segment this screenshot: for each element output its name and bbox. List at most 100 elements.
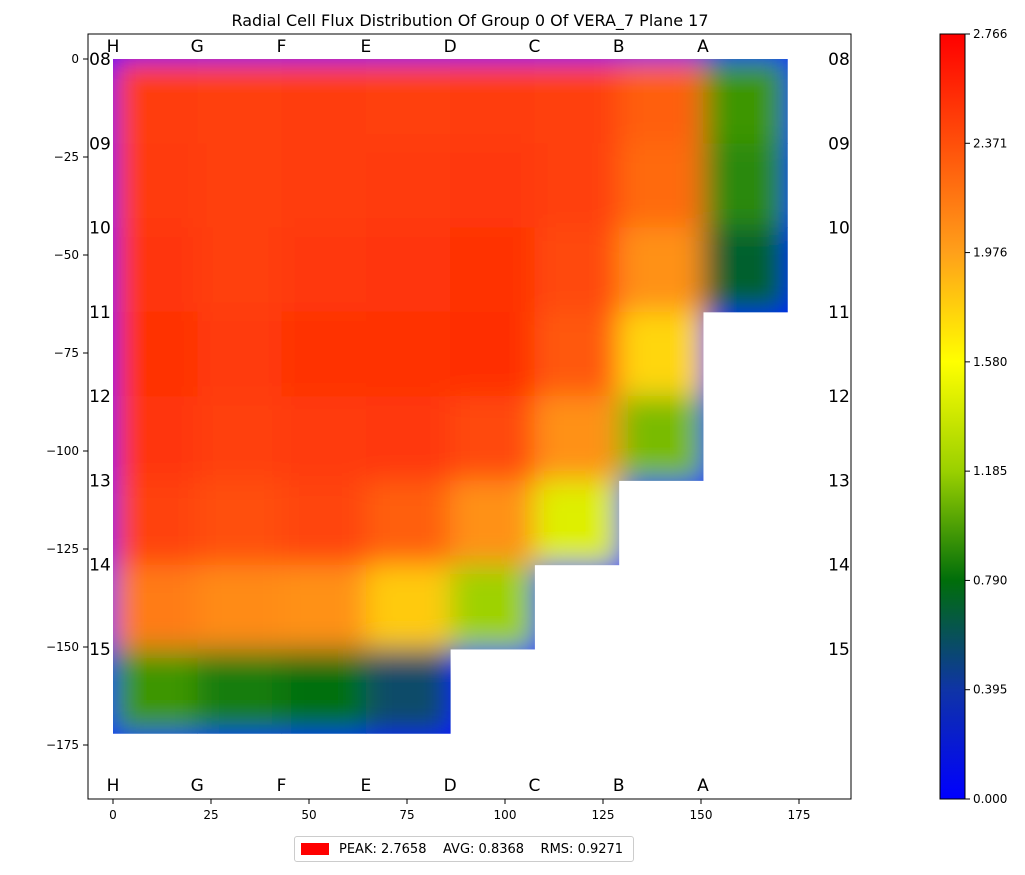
assembly-cell	[619, 143, 704, 228]
column-label-top: D	[444, 37, 457, 57]
row-label-right: 15	[828, 640, 850, 660]
column-label-bottom: E	[360, 776, 371, 796]
assembly-cell	[450, 143, 535, 228]
chart-title: Radial Cell Flux Distribution Of Group 0…	[231, 11, 708, 31]
assembly-cell	[197, 228, 282, 313]
assembly-cell	[534, 59, 619, 144]
column-label-top: E	[360, 37, 371, 57]
x-tick-label: 25	[203, 808, 218, 822]
column-label-top: A	[697, 37, 709, 57]
column-label-bottom: A	[697, 776, 709, 796]
x-tick-label: 75	[399, 808, 414, 822]
assembly-cell	[366, 59, 451, 144]
assembly-cell	[282, 143, 367, 228]
assembly-cell	[197, 565, 282, 650]
column-label-top: C	[528, 37, 540, 57]
assembly-cell	[282, 312, 367, 397]
row-label-left: 10	[89, 219, 111, 239]
colorbar-tick-label: 2.766	[973, 27, 1007, 41]
assembly-cell	[534, 228, 619, 313]
assembly-cell	[197, 312, 282, 397]
assembly-cell	[619, 312, 704, 397]
assembly-cell	[619, 396, 704, 481]
row-label-right: 12	[828, 387, 850, 407]
colorbar-tick-label: 2.371	[973, 136, 1007, 150]
y-axis: 0 −25 −50 −75 −100 −125 −150 −175	[46, 52, 88, 752]
assembly-cell	[197, 396, 282, 481]
colorbar-scale	[940, 34, 965, 799]
x-tick-label: 175	[788, 808, 811, 822]
assembly-cell	[113, 396, 198, 481]
assembly-cell	[197, 59, 282, 144]
y-tick-label: −175	[46, 738, 79, 752]
column-label-top: F	[277, 37, 287, 57]
row-label-left: 11	[89, 303, 111, 323]
assembly-cell	[282, 59, 367, 144]
row-label-left: 14	[89, 556, 111, 576]
assembly-cell	[113, 59, 198, 144]
y-tick-label: −75	[54, 346, 79, 360]
y-tick-label: 0	[71, 52, 79, 66]
column-label-bottom: C	[528, 776, 540, 796]
assembly-cell	[450, 228, 535, 313]
assembly-cell	[450, 565, 535, 650]
row-label-right: 14	[828, 556, 850, 576]
row-label-right: 08	[828, 50, 850, 70]
assembly-cell	[113, 649, 198, 734]
assembly-cell	[113, 480, 198, 565]
row-label-right: 09	[828, 134, 850, 154]
assembly-cell	[366, 565, 451, 650]
assembly-cell	[282, 565, 367, 650]
assembly-cell	[366, 649, 451, 734]
row-label-left: 12	[89, 387, 111, 407]
y-tick-label: −150	[46, 640, 79, 654]
row-label-left: 08	[89, 50, 111, 70]
row-label-right: 11	[828, 303, 850, 323]
x-tick-label: 125	[592, 808, 615, 822]
x-tick-label: 150	[690, 808, 713, 822]
x-tick-label: 0	[109, 808, 117, 822]
column-label-top: B	[613, 37, 625, 57]
assembly-cell	[366, 312, 451, 397]
row-label-right: 10	[828, 219, 850, 239]
assembly-cell	[366, 143, 451, 228]
y-tick-label: −100	[46, 444, 79, 458]
assembly-cell	[619, 228, 704, 313]
column-label-bottom: B	[613, 776, 625, 796]
assembly-cell	[703, 143, 788, 228]
assembly-cell	[450, 480, 535, 565]
assembly-cell	[113, 565, 198, 650]
x-tick-label: 100	[494, 808, 517, 822]
assembly-cell	[450, 312, 535, 397]
assembly-cell	[282, 480, 367, 565]
assembly-cell	[366, 228, 451, 313]
assembly-cell	[113, 312, 198, 397]
colorbar: 0.000 0.395 0.790 1.185 1.580 1.976 2.371 2.766	[940, 27, 1007, 806]
colorbar-tick-label: 1.976	[973, 246, 1007, 260]
assembly-cell	[366, 480, 451, 565]
legend-swatch	[301, 843, 329, 855]
assembly-cell	[703, 228, 788, 313]
assembly-cell	[534, 312, 619, 397]
assembly-cell	[197, 143, 282, 228]
column-label-bottom: G	[191, 776, 204, 796]
assembly-cell	[197, 480, 282, 565]
colorbar-tick-label: 1.185	[973, 464, 1007, 478]
row-label-left: 13	[89, 471, 111, 491]
assembly-cell	[619, 59, 704, 144]
flux-heatmap	[73, 19, 827, 773]
assembly-cell	[282, 228, 367, 313]
assembly-cell	[534, 480, 619, 565]
x-axis: 0 25 50 75 100 125 150 175	[109, 799, 810, 822]
assembly-cell	[534, 143, 619, 228]
assembly-cell	[450, 59, 535, 144]
colorbar-tick-label: 0.395	[973, 683, 1007, 697]
y-tick-label: −125	[46, 542, 79, 556]
legend-text: PEAK: 2.7658 AVG: 0.8368 RMS: 0.9271	[339, 842, 623, 857]
x-tick-label: 50	[301, 808, 316, 822]
column-label-bottom: D	[444, 776, 457, 796]
y-tick-label: −25	[54, 150, 79, 164]
assembly-cell	[450, 396, 535, 481]
assembly-cell	[113, 228, 198, 313]
column-label-top: G	[191, 37, 204, 57]
